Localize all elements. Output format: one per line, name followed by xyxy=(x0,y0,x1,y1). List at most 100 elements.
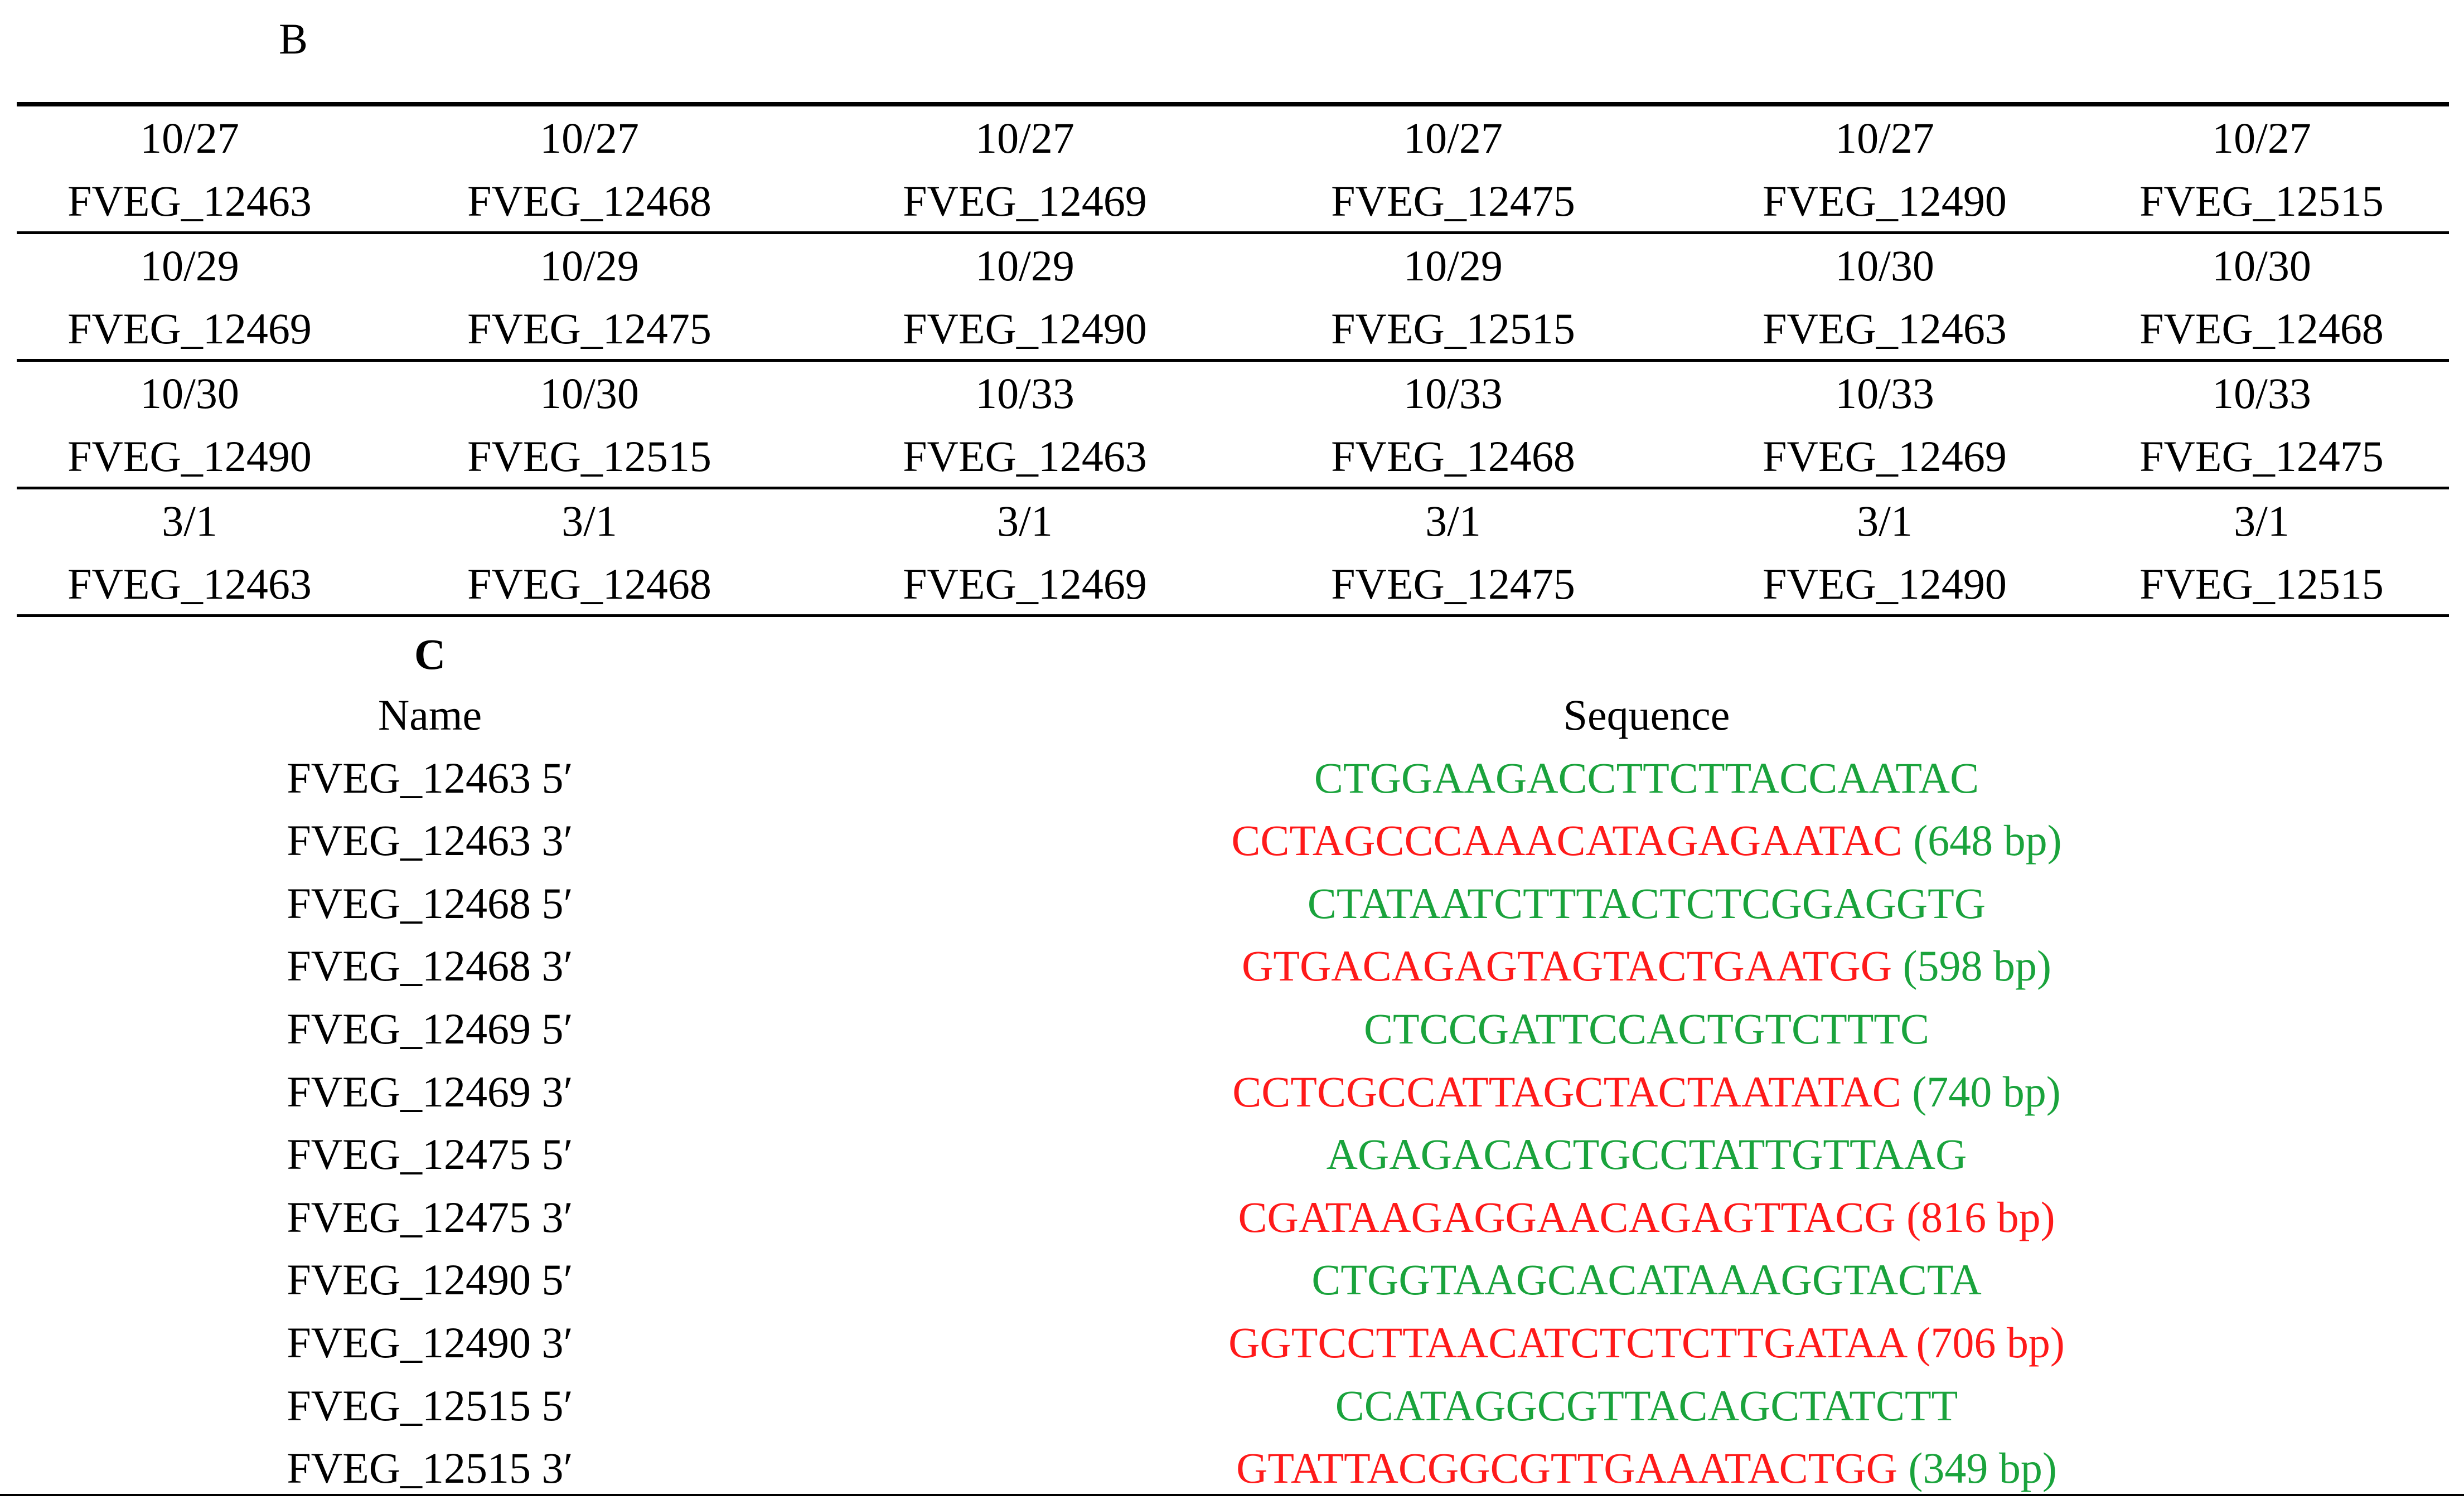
ratio-value: 3/1 xyxy=(997,497,1053,545)
gene-id: FVEG_12515 xyxy=(2139,177,2384,225)
panel-b-label: B xyxy=(279,14,308,63)
gene-id: FVEG_12469 xyxy=(903,560,1147,608)
primer-row: FVEG_12469 5′ CTCCGATTCCACTGTCTTTC xyxy=(0,998,2464,1061)
ratio-gene-cell: 3/1 FVEG_12468 xyxy=(394,489,785,615)
panel-b-table: 10/27 FVEG_12463 10/27 FVEG_12468 10/27 FVEG_… xyxy=(17,102,2449,617)
gene-id: FVEG_12463 xyxy=(903,432,1147,480)
ratio-gene-cell: 10/27 FVEG_12515 xyxy=(2066,106,2457,232)
ratio-value: 10/33 xyxy=(1835,369,1934,418)
primer-row: FVEG_12468 3′ GTGACAGAGTAGTACTGAATGG (598… xyxy=(0,935,2464,998)
primer-name: FVEG_12490 5′ xyxy=(287,1255,573,1304)
ratio-gene-cell: 10/30 FVEG_12463 xyxy=(1690,234,2080,360)
primer-name: FVEG_12475 3′ xyxy=(287,1192,573,1241)
ratio-value: 10/29 xyxy=(1403,241,1503,290)
primer-sequence: AGAGACACTGCCTATTGTTAAG xyxy=(1326,1130,1967,1179)
gene-id: FVEG_12463 xyxy=(67,560,312,608)
primer-sequence: CGATAAGAGGAACAGAGTTACG xyxy=(1238,1192,1896,1241)
ratio-value: 3/1 xyxy=(561,497,617,545)
panel-c-table: Name Sequence FVEG_12463 5′ CTGGAAGACCTTC… xyxy=(0,684,2464,1500)
ratio-value: 3/1 xyxy=(162,497,217,545)
ratio-value: 10/30 xyxy=(2212,241,2311,290)
primer-sequence: GGTCCTTAACATCTCTCTTGATAA xyxy=(1228,1318,1905,1367)
gene-id: FVEG_12490 xyxy=(903,304,1147,353)
ratio-value: 10/29 xyxy=(975,241,1074,290)
ratio-gene-cell: 10/27 FVEG_12468 xyxy=(394,106,785,232)
primer-name: FVEG_12468 5′ xyxy=(287,878,573,928)
ratio-gene-cell: 3/1 FVEG_12515 xyxy=(2066,489,2457,615)
ratio-gene-cell: 10/27 FVEG_12475 xyxy=(1258,106,1648,232)
primer-name: FVEG_12490 3′ xyxy=(287,1318,573,1367)
primer-row: FVEG_12469 3′ CCTCGCCATTAGCTACTAATATAC (7… xyxy=(0,1061,2464,1124)
primer-row: FVEG_12490 5′ CTGGTAAGCACATAAAGGTACTA xyxy=(0,1249,2464,1312)
ratio-row-group: 10/30 FVEG_12490 10/30 FVEG_12515 10/33 FVEG_… xyxy=(17,362,2449,489)
ratio-gene-cell: 10/33 FVEG_12475 xyxy=(2066,362,2457,488)
gene-id: FVEG_12468 xyxy=(467,560,711,608)
primer-row: FVEG_12468 5′ CTATAATCTTTACTCTCGGAGGTG xyxy=(0,872,2464,935)
gene-id: FVEG_12469 xyxy=(67,304,312,353)
ratio-value: 10/30 xyxy=(1835,241,1934,290)
gene-id: FVEG_12469 xyxy=(1763,432,2007,480)
primer-sequence: CCATAGGCGTTACAGCTATCTT xyxy=(1335,1381,1958,1430)
ratio-value: 10/29 xyxy=(140,241,239,290)
primer-row: FVEG_12490 3′ GGTCCTTAACATCTCTCTTGATAA (7… xyxy=(0,1312,2464,1375)
ratio-gene-cell: 10/27 FVEG_12463 xyxy=(0,106,385,232)
ratio-gene-cell: 10/33 FVEG_12468 xyxy=(1258,362,1648,488)
gene-id: FVEG_12468 xyxy=(1331,432,1575,480)
ratio-value: 3/1 xyxy=(2234,497,2289,545)
primer-sequence: CCTAGCCCAAACATAGAGAATAC xyxy=(1231,816,1903,865)
ratio-gene-cell: 10/29 FVEG_12490 xyxy=(830,234,1220,360)
ratio-gene-cell: 10/33 FVEG_12469 xyxy=(1690,362,2080,488)
primer-name: FVEG_12469 5′ xyxy=(287,1004,573,1053)
amplicon-size: (598 bp) xyxy=(1903,941,2052,991)
primer-row: FVEG_12475 3′ CGATAAGAGGAACAGAGTTACG (816… xyxy=(0,1186,2464,1249)
ratio-value: 10/27 xyxy=(2212,114,2311,162)
gene-id: FVEG_12515 xyxy=(467,432,711,480)
primer-row: FVEG_12475 5′ AGAGACACTGCCTATTGTTAAG xyxy=(0,1123,2464,1186)
primer-table-header: Name Sequence xyxy=(377,691,1730,739)
ratio-row-group: 10/27 FVEG_12463 10/27 FVEG_12468 10/27 FVEG_… xyxy=(17,106,2449,234)
primer-sequence: CTGGTAAGCACATAAAGGTACTA xyxy=(1311,1255,1982,1304)
gene-id: FVEG_12490 xyxy=(1763,177,2007,225)
amplicon-size: (349 bp) xyxy=(1908,1444,2057,1493)
gene-id: FVEG_12515 xyxy=(1331,304,1575,353)
gene-id: FVEG_12475 xyxy=(1331,560,1575,608)
ratio-value: 3/1 xyxy=(1857,497,1913,545)
gene-id: FVEG_12475 xyxy=(467,304,711,353)
primer-sequence: CTGGAAGACCTTCTTACCAATAC xyxy=(1314,753,1979,802)
ratio-gene-cell: 10/27 FVEG_12490 xyxy=(1690,106,2080,232)
primer-name: FVEG_12463 5′ xyxy=(287,753,573,802)
primer-name: FVEG_12463 3′ xyxy=(287,816,573,865)
ratio-row-group: 3/1 FVEG_12463 3/1 FVEG_12468 3/1 FVEG_12469 3… xyxy=(17,489,2449,617)
ratio-gene-cell: 10/29 FVEG_12515 xyxy=(1258,234,1648,360)
primer-name: FVEG_12475 5′ xyxy=(287,1130,573,1179)
ratio-gene-cell: 10/27 FVEG_12469 xyxy=(830,106,1220,232)
ratio-row-group: 10/29 FVEG_12469 10/29 FVEG_12475 10/29 FVEG_… xyxy=(17,234,2449,362)
gene-id: FVEG_12475 xyxy=(1331,177,1575,225)
ratio-gene-cell: 10/29 FVEG_12469 xyxy=(0,234,385,360)
gene-id: FVEG_12490 xyxy=(67,432,312,480)
ratio-gene-cell: 10/30 FVEG_12468 xyxy=(2066,234,2457,360)
ratio-value: 10/27 xyxy=(540,114,639,162)
ratio-value: 10/30 xyxy=(140,369,239,418)
gene-id: FVEG_12490 xyxy=(1763,560,2007,608)
primer-name: FVEG_12468 3′ xyxy=(287,941,573,991)
ratio-value: 10/33 xyxy=(975,369,1074,418)
amplicon-size: (740 bp) xyxy=(1912,1067,2061,1116)
ratio-value: 3/1 xyxy=(1425,497,1481,545)
gene-id: FVEG_12468 xyxy=(467,177,711,225)
ratio-gene-cell: 3/1 FVEG_12475 xyxy=(1258,489,1648,615)
gene-id: FVEG_12468 xyxy=(2139,304,2384,353)
ratio-value: 10/33 xyxy=(1403,369,1503,418)
ratio-value: 10/27 xyxy=(140,114,239,162)
primer-row: FVEG_12515 3′ GTATTACGGCGTTGAAATACTGG (34… xyxy=(0,1437,2464,1500)
ratio-gene-cell: 3/1 FVEG_12469 xyxy=(830,489,1220,615)
ratio-gene-cell: 10/33 FVEG_12463 xyxy=(830,362,1220,488)
gene-id: FVEG_12475 xyxy=(2139,432,2384,480)
primer-row: FVEG_12463 3′ CCTAGCCCAAACATAGAGAATAC (64… xyxy=(0,809,2464,872)
ratio-gene-cell: 10/30 FVEG_12515 xyxy=(394,362,785,488)
primer-rows: FVEG_12463 5′ CTGGAAGACCTTCTTACCAATAC FVEG… xyxy=(0,747,2464,1500)
primer-sequence: GTATTACGGCGTTGAAATACTGG xyxy=(1236,1444,1897,1493)
amplicon-size: (706 bp) xyxy=(1916,1318,2065,1367)
ratio-value: 10/29 xyxy=(540,241,639,290)
primer-row: FVEG_12463 5′ CTGGAAGACCTTCTTACCAATAC xyxy=(0,747,2464,810)
